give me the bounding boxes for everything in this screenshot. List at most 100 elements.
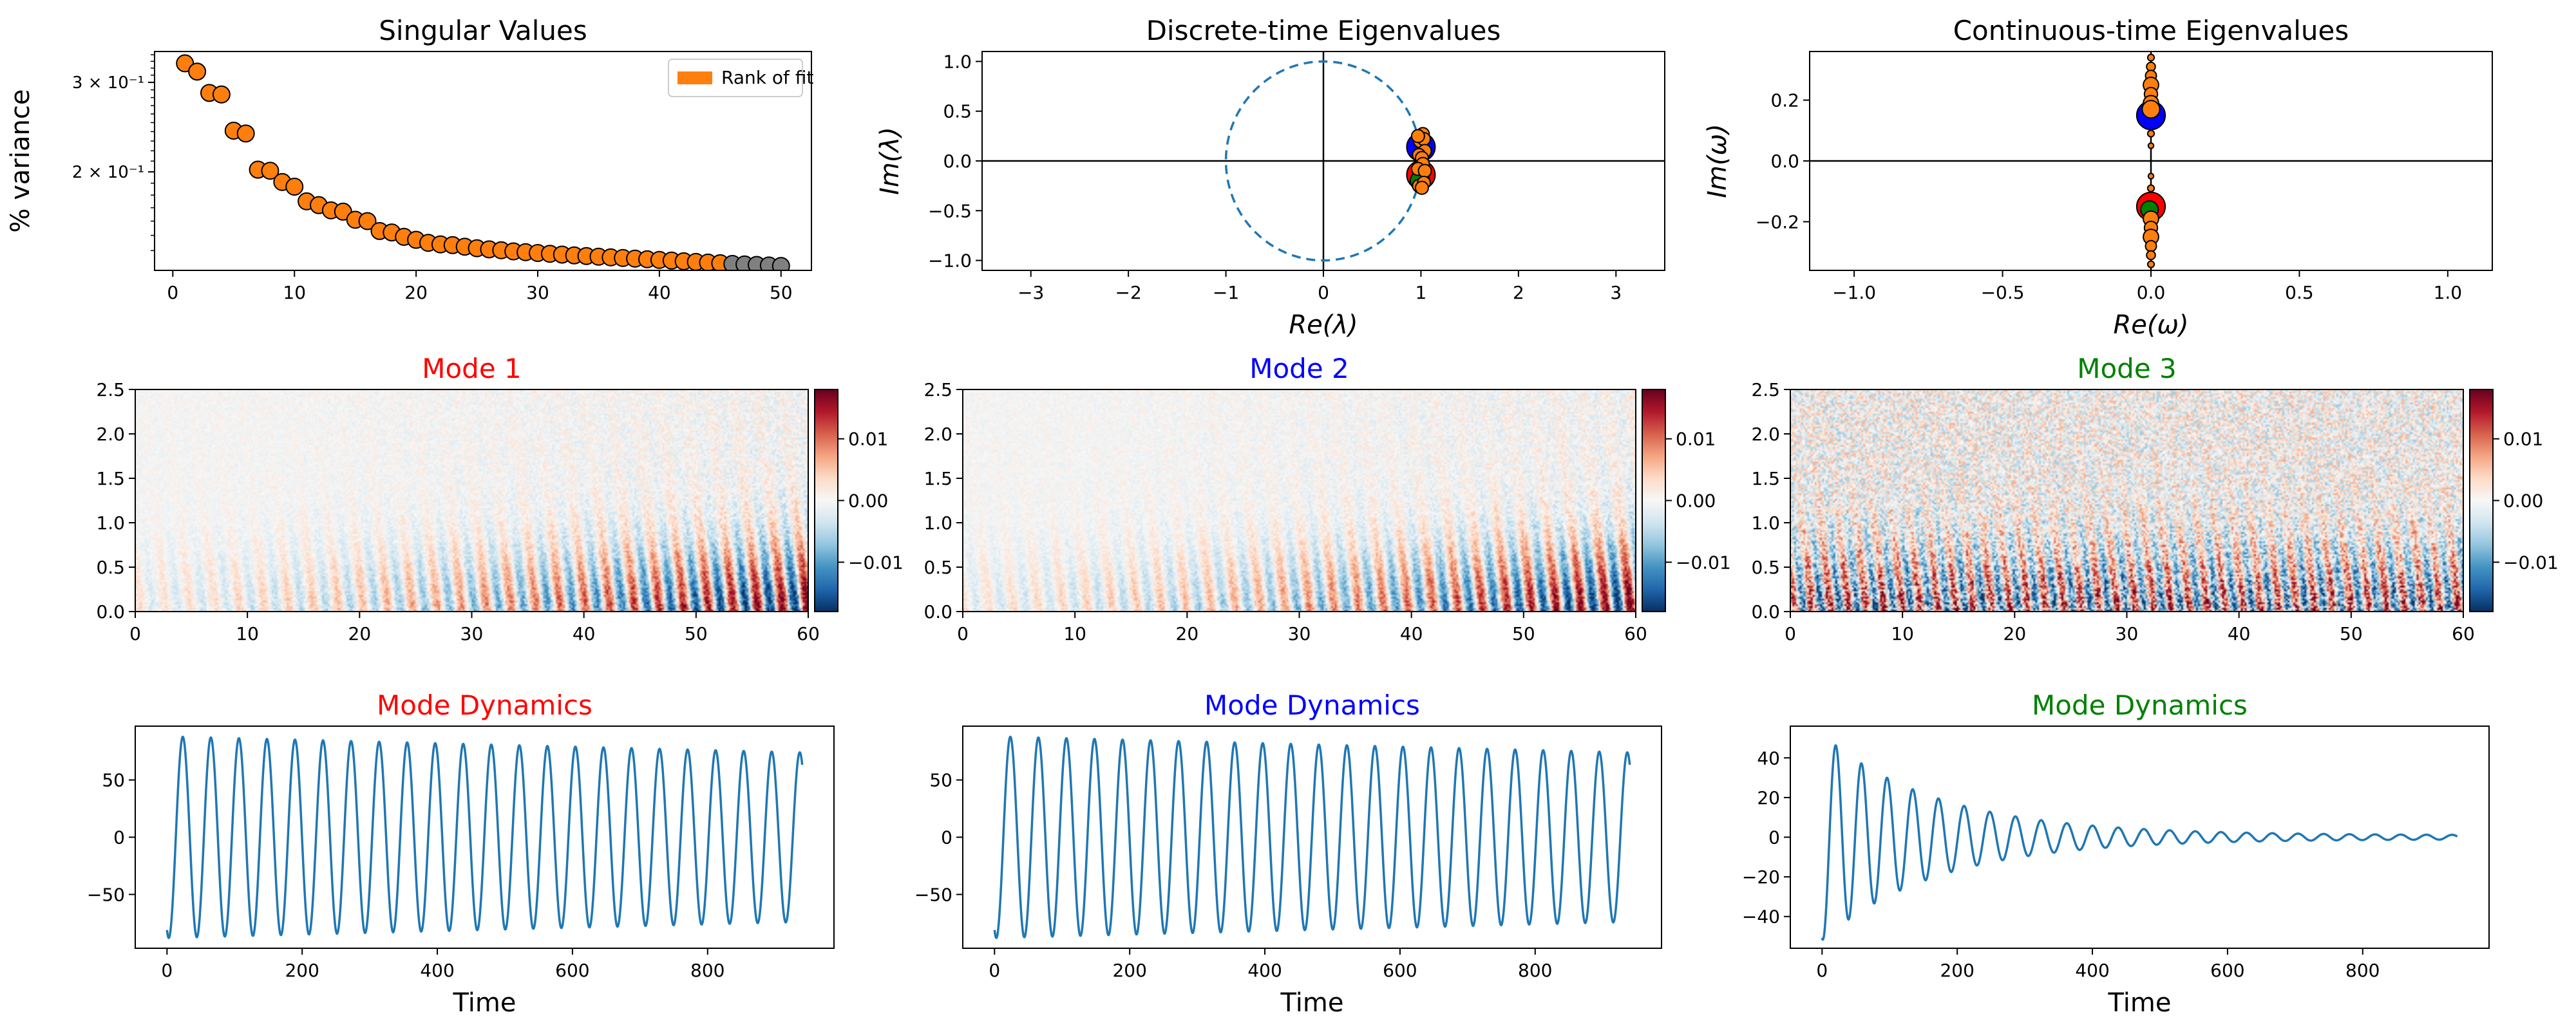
x-axis-label: Re(ω) <box>2113 310 2188 340</box>
x-tick-label: 60 <box>797 623 820 644</box>
x-tick-label: 200 <box>1112 960 1146 981</box>
y-tick-label: 20 <box>1757 787 1780 809</box>
legend-swatch <box>677 71 712 84</box>
y-tick-label: 2.5 <box>1751 379 1780 400</box>
x-tick-label: 600 <box>555 960 589 981</box>
axes-frame <box>981 51 1665 271</box>
y-tick-label: 3 × 10⁻¹ <box>72 73 144 93</box>
y-tick-label: 0.5 <box>1751 557 1780 578</box>
y-tick-label: 50 <box>102 770 125 791</box>
y-tick-label: 1.0 <box>1751 512 1780 534</box>
y-tick-label: −1.0 <box>928 250 972 272</box>
colorbar-tick-label: 0.00 <box>848 491 888 512</box>
x-axis-label: Time <box>2108 988 2172 1018</box>
y-axis-label: Im(ω) <box>1703 124 1732 198</box>
colorbar <box>2470 389 2493 612</box>
chart-title: Mode Dynamics <box>377 689 592 721</box>
eigenvalue-point <box>2146 184 2155 192</box>
eigenvalue-point <box>2146 129 2155 138</box>
y-axis-label: % variance <box>6 89 35 233</box>
y-tick-label: 2.0 <box>923 424 952 445</box>
singular-value-point <box>358 212 377 230</box>
x-tick-label: 0 <box>161 960 173 981</box>
x-tick-label: 40 <box>1400 623 1423 644</box>
continuous-eigenvalues-chart: Continuous-time Eigenvalues −1.0 −0.5 0.0 0.… <box>1703 15 2493 340</box>
x-tick-label: −0.5 <box>1981 282 2025 303</box>
y-tick-label: 0 <box>941 827 952 848</box>
dynamics-2-line-chart: Mode Dynamics 0 200 400 600 800 −50 0 50 Time <box>914 689 1662 1018</box>
y-tick-label: 50 <box>929 770 952 791</box>
y-tick-label: 1.0 <box>96 512 125 534</box>
y-tick-label: 2.5 <box>923 379 952 400</box>
legend-label: Rank of fit <box>721 67 813 88</box>
mode-1-heatmap-chart: Mode 1 0 10 20 30 40 50 60 0.0 0.5 1.0 1.5 2.0 2.5 0.0… <box>96 353 903 644</box>
axes-frame <box>1790 726 2490 949</box>
mode-heatmap-image <box>135 389 808 612</box>
mode-2-heatmap-chart: Mode 2 0 10 20 30 40 50 60 0.0 0.5 1.0 1.5 2.0 2.5 0.0… <box>923 353 1730 644</box>
x-tick-label: 0.5 <box>2285 282 2314 303</box>
x-tick-label: −2 <box>1115 282 1142 303</box>
x-tick-label: 800 <box>690 960 724 981</box>
x-tick-label: 0 <box>1816 960 1828 981</box>
chart-title: Singular Values <box>379 15 587 46</box>
x-tick-label: −3 <box>1018 282 1044 303</box>
x-tick-label: 3 <box>1610 282 1622 303</box>
x-tick-label: 40 <box>573 623 596 644</box>
x-tick-label: 10 <box>283 282 306 303</box>
eigenvalue-point <box>2147 173 2155 180</box>
x-tick-label: 400 <box>420 960 454 981</box>
x-axis-label: Time <box>453 988 516 1018</box>
y-tick-label: 0.5 <box>943 101 972 122</box>
eigenvalue-points <box>1406 127 1436 195</box>
y-tick-label: −40 <box>1742 906 1780 928</box>
axes-frame <box>962 389 1636 612</box>
x-tick-label: 0 <box>957 623 969 644</box>
x-tick-label: 50 <box>770 282 793 303</box>
x-tick-label: 1 <box>1416 282 1427 303</box>
colorbar <box>1642 389 1665 612</box>
x-tick-label: −1 <box>1213 282 1239 303</box>
x-tick-label: 50 <box>685 623 708 644</box>
colorbar-tick-label: 0.00 <box>2503 491 2543 512</box>
y-tick-label: 40 <box>1757 747 1780 769</box>
x-tick-label: 800 <box>2345 960 2380 981</box>
x-tick-label: 20 <box>348 623 372 644</box>
y-tick-label: 0.5 <box>923 557 952 578</box>
x-tick-label: 0 <box>989 960 1000 981</box>
y-tick-label: 1.5 <box>1751 468 1780 489</box>
y-tick-label: 0 <box>113 827 125 848</box>
axes-frame <box>1809 51 2493 271</box>
y-tick-label: 2.0 <box>96 424 125 445</box>
x-tick-label: 0 <box>129 623 141 644</box>
x-axis-label: Re(λ) <box>1289 310 1358 340</box>
legend: Rank of fit <box>668 59 813 97</box>
singular-values-chart: Singular Values 0 10 20 30 40 50 3 × 10⁻¹ 2 × 10… <box>6 15 813 303</box>
x-tick-label: 0 <box>167 282 178 303</box>
y-tick-label: 0.0 <box>1770 151 1799 172</box>
x-tick-label: 200 <box>285 960 319 981</box>
x-tick-label: 600 <box>2210 960 2244 981</box>
eigenvalue-point <box>2146 53 2155 62</box>
y-tick-label: 1.0 <box>943 51 972 72</box>
chart-title: Continuous-time Eigenvalues <box>1953 15 2349 46</box>
singular-value-point <box>261 162 279 180</box>
y-tick-label: −20 <box>1742 866 1780 888</box>
axes-frame <box>135 389 809 612</box>
y-tick-label: 1.0 <box>923 512 952 534</box>
x-tick-label: 400 <box>1247 960 1282 981</box>
dynamics-3-line-chart: Mode Dynamics 0 200 400 600 800 −40 −20 0 20 40 Tim… <box>1742 689 2490 1018</box>
eigenvalue-point <box>1417 164 1432 178</box>
singular-value-point <box>188 62 207 81</box>
y-tick-label: 0.0 <box>923 601 952 623</box>
y-tick-label: 2.0 <box>1751 424 1780 445</box>
x-tick-label: 800 <box>1518 960 1552 981</box>
chart-title: Discrete-time Eigenvalues <box>1146 15 1501 46</box>
x-tick-label: 40 <box>648 282 671 303</box>
eigenvalue-point <box>1414 180 1429 195</box>
x-tick-label: 400 <box>2075 960 2109 981</box>
eigenvalue-point <box>2146 260 2155 268</box>
x-axis-label: Time <box>1280 988 1344 1018</box>
colorbar-tick-label: −0.01 <box>1676 552 1731 573</box>
x-tick-label: 30 <box>460 623 484 644</box>
y-tick-label: −50 <box>87 884 125 905</box>
